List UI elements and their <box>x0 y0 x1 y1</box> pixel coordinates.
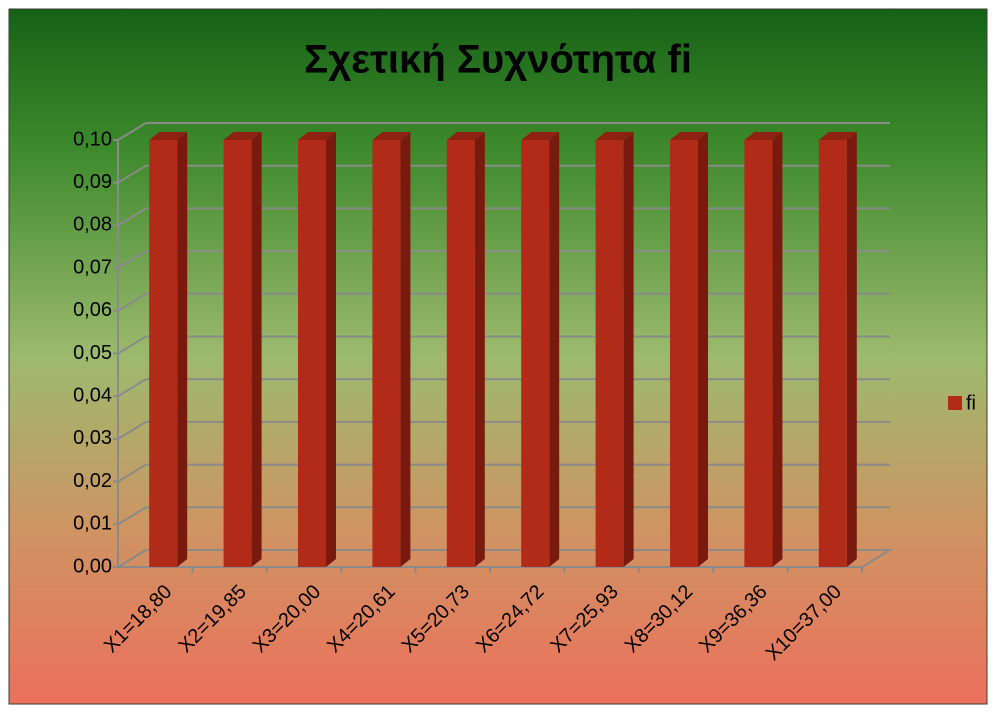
grid-line <box>117 250 890 269</box>
y-tick-label: 0,02 <box>73 470 112 492</box>
y-tick-label: 0,10 <box>73 128 112 150</box>
grid-line <box>117 335 890 355</box>
grid-line <box>117 122 890 141</box>
bar-side <box>326 132 336 567</box>
bar-top <box>595 132 634 140</box>
bar <box>298 140 326 567</box>
bar-side <box>400 132 411 567</box>
y-tick-label: 0,05 <box>73 342 112 364</box>
grid-line <box>117 420 890 440</box>
chart-title: Σχετική Συχνότητα fi <box>304 38 692 82</box>
bar-top <box>670 132 708 140</box>
bar-top <box>521 132 560 140</box>
grid-line <box>117 463 890 483</box>
grid-line <box>117 506 890 526</box>
bar-side <box>846 132 857 567</box>
bar-side <box>698 132 708 567</box>
grid-line <box>117 549 890 568</box>
bar-side <box>474 132 485 567</box>
bar-side <box>549 132 560 567</box>
bar-top <box>223 132 262 140</box>
grid-line <box>117 292 890 312</box>
y-tick-label: 0,07 <box>73 256 112 278</box>
bar-top <box>149 132 188 140</box>
bar-top <box>744 132 783 140</box>
bar <box>149 140 178 567</box>
bar-side <box>177 132 188 567</box>
bar-top <box>446 132 485 140</box>
bar-top <box>298 132 336 140</box>
bar-side <box>623 132 634 567</box>
grid-line <box>117 164 890 184</box>
legend-label: fi <box>966 392 976 414</box>
bar <box>595 140 624 567</box>
y-tick-label: 0,08 <box>73 214 112 236</box>
y-tick-label: 0,04 <box>73 384 112 406</box>
y-tick-label: 0,09 <box>73 171 112 193</box>
bar <box>670 140 698 567</box>
bar-side <box>251 132 262 567</box>
bar <box>446 140 475 567</box>
y-tick-label: 0,03 <box>73 427 112 449</box>
bar-top <box>372 132 411 140</box>
bar-side <box>772 132 783 567</box>
y-tick-label: 0,00 <box>73 555 112 577</box>
grid-line <box>117 378 890 398</box>
bar <box>818 140 847 567</box>
grid-line <box>117 207 890 227</box>
y-tick-label: 0,01 <box>73 513 112 535</box>
bar-top <box>818 132 857 140</box>
y-tick-label: 0,06 <box>73 299 112 321</box>
legend-swatch <box>948 396 962 410</box>
bar <box>372 140 401 567</box>
bar <box>223 140 252 567</box>
bar <box>521 140 550 567</box>
bar <box>744 140 773 567</box>
